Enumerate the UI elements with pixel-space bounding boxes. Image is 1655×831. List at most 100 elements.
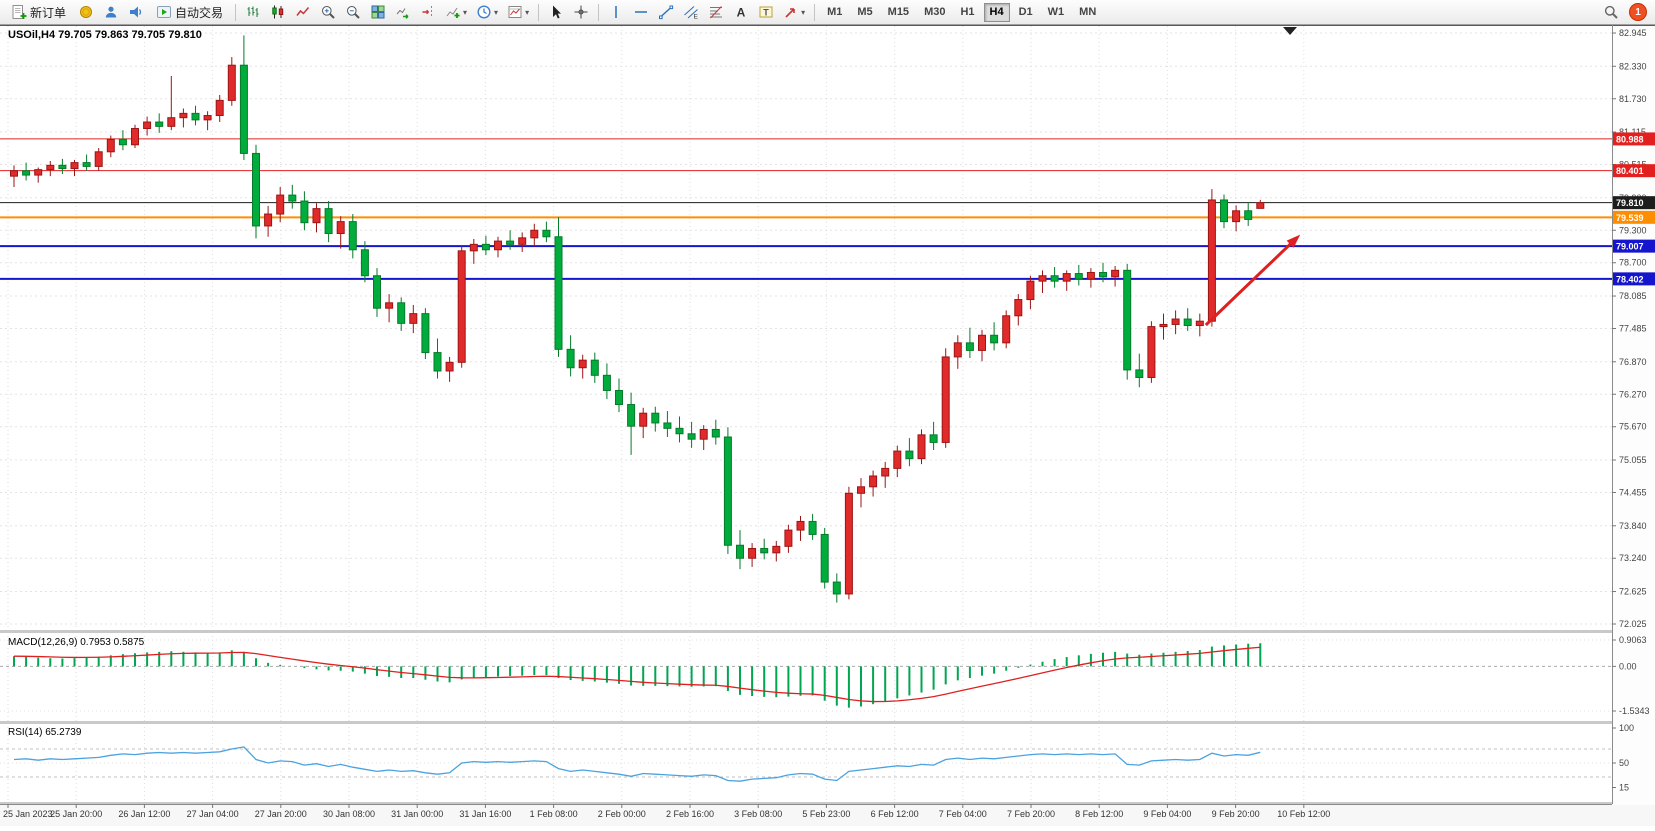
macd-axis-tick: 0.00 [1619,661,1637,671]
tile-windows-button[interactable] [366,2,390,23]
timeframe-button-MN[interactable]: MN [1073,3,1102,22]
chart-title: USOil,H4 79.705 79.863 79.705 79.810 [8,29,202,41]
candle [167,117,176,127]
arrows-button[interactable]: ▾ [779,2,809,23]
timeframe-button-D1[interactable]: D1 [1013,3,1039,22]
auto-scroll-button[interactable] [391,2,415,23]
candle [578,359,587,369]
candle [990,334,999,344]
candle [1183,318,1192,327]
alerts-button[interactable] [124,2,148,23]
candle [723,436,732,546]
cursor-button[interactable] [544,2,568,23]
line-chart-button[interactable] [291,2,315,23]
price-axis: 82.94582.33081.73081.11580.51579.90079.3… [1612,25,1655,805]
fibonacci-button[interactable] [704,2,728,23]
candle [869,475,878,488]
candle [905,450,914,460]
price-tick: 73.240 [1619,553,1647,563]
accounts-button[interactable] [74,2,98,23]
candle [1014,299,1023,317]
dropdown-caret: ▾ [801,7,806,17]
vertical-line-button[interactable] [604,2,628,23]
candle [784,529,793,547]
candle [748,548,757,559]
macd-indicator-label: MACD(12,26,9) 0.7953 0.5875 [8,637,145,648]
panel-separator[interactable] [0,721,1655,724]
rsi-axis-tick: 100 [1619,723,1634,733]
bar-chart-button[interactable] [241,2,265,23]
timeframe-button-W1[interactable]: W1 [1042,3,1071,22]
price-tick: 81.115 [1619,127,1646,137]
panel-separator[interactable] [0,802,1655,804]
candle [276,194,285,215]
candle [711,428,720,438]
candle [179,112,188,119]
timeframe-button-H4[interactable]: H4 [983,2,1010,22]
chart-shift-marker[interactable] [1283,27,1297,35]
timeframe-button-M30[interactable]: M30 [918,3,951,22]
candles [10,35,1265,603]
candle [893,450,902,469]
candle [518,237,527,245]
text-button[interactable]: A [729,2,753,23]
line-chart-icon [295,4,311,20]
price-tick: 75.055 [1619,455,1647,465]
autotrading-button[interactable]: 自动交易 [149,2,230,23]
rsi-axis-tick: 50 [1619,758,1629,768]
candle [1232,210,1241,223]
profile-button[interactable] [99,2,123,23]
candle [227,64,236,101]
text-label-button[interactable]: T [754,2,778,23]
candle [336,221,345,235]
chart-shift [1283,27,1297,35]
time-label: 5 Feb 23:00 [802,809,850,819]
candle [1159,323,1168,328]
candle [857,486,865,494]
candle [1135,369,1144,378]
chart-shift-button[interactable] [416,2,440,23]
crosshair-button[interactable] [569,2,593,23]
time-label: 3 Feb 08:00 [734,809,782,819]
timeframe-button-M15[interactable]: M15 [882,3,915,22]
candlestick-chart-button[interactable] [266,2,290,23]
zoom-out-button[interactable] [341,2,365,23]
trend-arrow[interactable] [1204,234,1301,327]
candle [941,356,950,443]
horizontal-line-button[interactable] [629,2,653,23]
new-order-icon [11,4,27,20]
time-label: 2 Feb 16:00 [666,809,714,819]
tile-windows-icon [370,4,386,20]
candle [917,434,926,460]
autotrading-icon [156,4,172,20]
periods-button[interactable]: ▾ [472,2,502,23]
candle [1123,269,1132,371]
templates-button[interactable]: ▾ [503,2,533,23]
candle [82,162,91,167]
candle [554,236,563,350]
candle [312,208,321,224]
candle [118,138,127,146]
search-button[interactable] [1599,2,1623,23]
zoom-in-button[interactable] [316,2,340,23]
new-order-button[interactable]: 新订单 [4,2,73,23]
chart-shift-icon [420,4,436,20]
candle [70,162,79,170]
indicators-button[interactable]: ▾ [441,2,471,23]
rsi-panel [0,746,1612,782]
trendline-button[interactable] [654,2,678,23]
panel-separator[interactable] [0,630,1655,633]
candle [1038,275,1047,282]
timeframe-button-M5[interactable]: M5 [851,3,878,22]
candle [506,240,515,245]
notification-badge[interactable]: 1 [1629,3,1647,21]
timeframe-button-H1[interactable]: H1 [954,3,980,22]
price-tick: 74.455 [1619,487,1647,497]
timeframe-button-M1[interactable]: M1 [821,3,848,22]
equidistant-channel-button[interactable]: E [679,2,703,23]
candle [300,200,309,224]
price-tick: 73.840 [1619,521,1647,531]
candle [457,250,466,363]
